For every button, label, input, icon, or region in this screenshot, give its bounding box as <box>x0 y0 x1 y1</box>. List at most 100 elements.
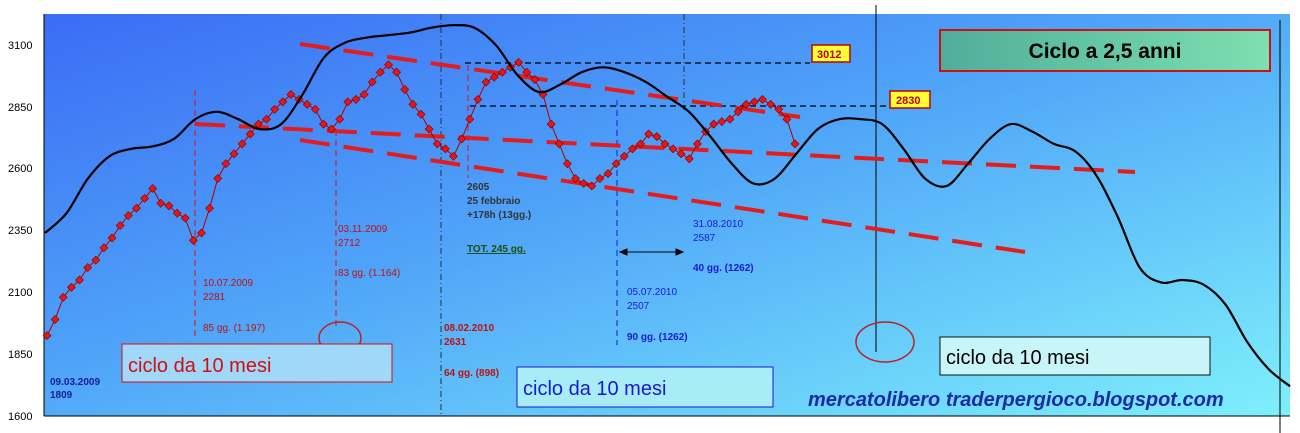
price-point <box>400 85 410 94</box>
price-point <box>66 282 76 292</box>
annotation-line: TOT. 245 gg. <box>467 244 526 255</box>
price-point <box>432 139 442 149</box>
price-point <box>733 107 743 117</box>
cycle-box: ciclo da 10 mesi <box>121 343 393 383</box>
annotation: 85 gg. (1.197) <box>203 323 265 334</box>
price-point <box>790 139 800 149</box>
price-point <box>449 151 458 161</box>
price-point <box>132 203 141 213</box>
price-point <box>115 221 125 230</box>
price-point <box>473 94 483 104</box>
price-point <box>587 181 597 191</box>
annotation: 08.02.2010 2631 <box>444 323 494 348</box>
price-point <box>42 331 52 341</box>
annotation: 03.11.2009 2712 <box>338 224 388 249</box>
annotation-line: 05.07.2010 <box>627 287 677 298</box>
price-point <box>546 119 556 129</box>
y-tick-label: 1600 <box>8 411 32 423</box>
price-point <box>497 67 507 77</box>
annotation-line: 83 gg. (1.164) <box>338 268 400 279</box>
annotation-line: 40 gg. (1262) <box>693 263 754 274</box>
annotation-line: 10.07.2009 <box>203 278 253 289</box>
y-tick-label: 1850 <box>8 349 32 361</box>
price-point <box>774 104 784 114</box>
price-point <box>741 99 751 109</box>
annotation-line: 90 gg. (1262) <box>627 332 688 343</box>
level-label-text: 2830 <box>896 95 920 107</box>
price-point <box>75 275 84 285</box>
annotation-line: 64 gg. (898) <box>444 368 499 379</box>
price-point <box>83 263 93 273</box>
price-point <box>221 159 231 169</box>
price-point <box>758 94 767 104</box>
price-point <box>237 139 247 149</box>
cycle-line <box>44 24 1291 388</box>
annotation-line: 2587 <box>693 233 716 244</box>
annotation: 90 gg. (1262) <box>627 332 688 343</box>
price-point <box>335 114 345 124</box>
price-point <box>766 99 776 109</box>
price-point <box>172 208 182 218</box>
highlight-ellipse <box>855 321 915 363</box>
price-point <box>392 67 402 77</box>
price-point <box>652 132 662 141</box>
annotation: 05.07.2010 2507 <box>627 287 677 312</box>
price-point <box>148 184 158 193</box>
price-point <box>156 198 166 208</box>
price-point <box>676 149 686 159</box>
price-point <box>440 144 450 154</box>
cycle-box: ciclo da 10 mesi <box>516 366 774 408</box>
price-point <box>50 315 60 324</box>
y-tick-label: 2100 <box>8 287 32 299</box>
price-point <box>749 97 759 107</box>
price-point <box>229 149 239 159</box>
price-point <box>489 72 499 82</box>
title-box: Ciclo a 2,5 anni <box>939 29 1271 72</box>
price-point <box>554 139 564 149</box>
annotation: 10.07.2009 2281 <box>203 278 253 303</box>
price-point <box>140 193 149 203</box>
annotation-line: 25 febbraio <box>467 196 520 207</box>
price-point <box>359 90 369 99</box>
price-point <box>424 124 434 134</box>
level-label-3012: 3012 <box>811 44 851 63</box>
price-point <box>611 159 621 169</box>
price-series <box>42 57 800 341</box>
annotation: 83 gg. (1.164) <box>338 268 400 279</box>
price-point <box>717 117 727 127</box>
annotation-line: 2605 <box>467 182 490 193</box>
price-point <box>213 174 223 183</box>
annotation-line: 09.03.2009 <box>50 377 100 388</box>
price-point <box>603 169 613 179</box>
annotation: 64 gg. (898) <box>444 368 499 379</box>
y-tick-label: 2600 <box>8 163 32 175</box>
price-point <box>571 174 580 183</box>
price-point <box>123 211 133 221</box>
annotations: 09.03.2009 1809 10.07.2009 2281 85 gg. (1.… <box>50 182 754 401</box>
price-point <box>262 114 271 124</box>
y-axis: 3100 2850 2600 2350 2100 1850 1600 <box>8 40 32 423</box>
price-point <box>457 134 467 144</box>
price-point <box>99 243 109 253</box>
price-point <box>709 119 719 129</box>
price-point <box>644 129 654 139</box>
cycle-box-label: ciclo da 10 mesi <box>523 378 666 400</box>
annotation-line: 2712 <box>338 238 361 249</box>
price-point <box>384 60 393 70</box>
annotation-line: 2631 <box>444 337 467 348</box>
price-point <box>522 67 532 77</box>
price-point <box>58 292 68 302</box>
price-point <box>188 235 198 245</box>
annotation-line: 03.11.2009 <box>338 224 388 235</box>
price-point <box>530 75 540 85</box>
price-point <box>91 255 101 265</box>
chart-title: Ciclo a 2,5 anni <box>1029 40 1182 63</box>
price-point <box>660 139 670 149</box>
y-tick-label: 3100 <box>8 40 32 52</box>
y-tick-label: 2850 <box>8 102 32 114</box>
annotation-line: 31.08.2010 <box>693 219 743 230</box>
annotation-line: 2281 <box>203 292 226 303</box>
price-point <box>416 109 426 119</box>
price-point <box>351 94 361 104</box>
channel-lower-line <box>299 138 1026 254</box>
